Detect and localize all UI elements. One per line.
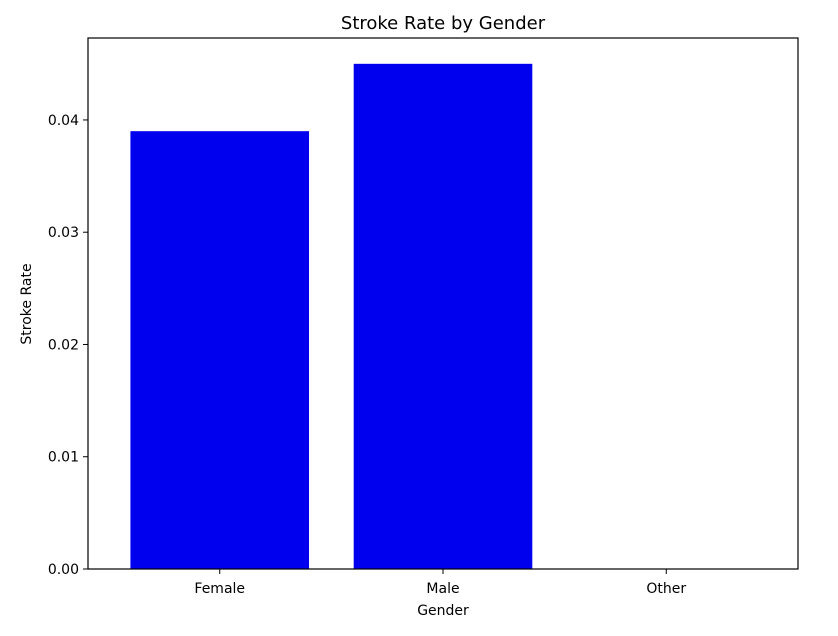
bars-group: [130, 63, 533, 569]
x-axis-label: Gender: [417, 603, 469, 619]
x-tick-label: Other: [646, 581, 686, 597]
bar-female: [130, 131, 310, 569]
x-ticks-group: Female Male Other: [194, 569, 686, 597]
y-tick-label: 0.00: [48, 562, 79, 578]
x-tick-label: Female: [194, 581, 245, 597]
y-axis-label: Stroke Rate: [19, 263, 35, 344]
bar-male: [353, 63, 533, 569]
y-tick-label: 0.04: [48, 113, 79, 129]
plot-area-frame: [87, 37, 799, 570]
y-tick-label: 0.03: [48, 225, 79, 241]
chart-title: Stroke Rate by Gender: [341, 13, 546, 34]
y-ticks-group: 0.00 0.01 0.02 0.03 0.04: [48, 113, 88, 578]
y-tick-label: 0.02: [48, 337, 79, 353]
y-tick-label: 0.01: [48, 450, 79, 466]
x-tick-label: Male: [426, 581, 459, 597]
